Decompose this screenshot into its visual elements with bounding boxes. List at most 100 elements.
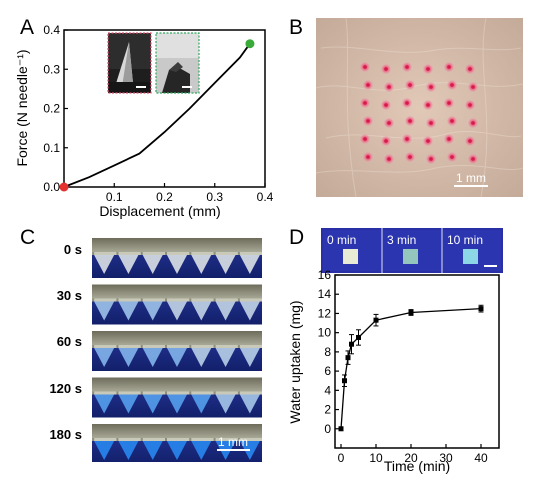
- insertion-site-core: [468, 139, 472, 143]
- data-point: [408, 309, 414, 315]
- insertion-site-core: [450, 155, 454, 159]
- needle-tip: [191, 348, 212, 367]
- needle-tip: [167, 348, 187, 367]
- needle-tip: [215, 348, 236, 367]
- panel-a-y-axis-title: Force (N needle⁻¹): [14, 49, 30, 166]
- frame-label-60s: 60 s: [56, 334, 82, 349]
- insertion-site-core: [471, 121, 475, 125]
- insertion-site-core: [384, 103, 388, 107]
- needle-tip: [167, 255, 187, 274]
- panel-d-ticks: [335, 274, 482, 448]
- insertion-site-core: [450, 83, 454, 87]
- data-point: [478, 306, 484, 312]
- thumbnail-label-0min: 0 min: [327, 233, 356, 247]
- diffusion-frame: [92, 377, 262, 418]
- hydrogel-swatch-10min: [463, 249, 478, 264]
- needle-tip: [118, 394, 139, 414]
- y-tick-label: 0.0: [43, 180, 60, 194]
- x-tick-label: 0.2: [156, 190, 173, 204]
- panel-a-tick-labels: 0.1 0.2 0.3 0.4 0.0 0.1 0.2 0.3 0.4: [43, 23, 273, 204]
- diffusion-frame: [92, 284, 262, 325]
- needle-tip: [142, 394, 163, 414]
- y-tick-label: 0.1: [43, 141, 60, 155]
- needle-tip: [239, 394, 260, 414]
- y-tick-label: 0.2: [43, 102, 60, 116]
- y-tick-label: 0: [324, 422, 331, 436]
- needle-tip: [167, 441, 187, 460]
- water-uptake-error-bars: [338, 304, 484, 431]
- insertion-site-core: [408, 83, 412, 87]
- panel-a-letter: A: [20, 16, 35, 39]
- needle-tip: [239, 301, 260, 321]
- panel-a-ticks: [64, 29, 266, 188]
- needle-tip: [191, 301, 212, 321]
- needle-tip: [239, 255, 260, 274]
- insertion-site-core: [387, 121, 391, 125]
- data-point: [342, 378, 347, 384]
- y-tick-label: 0.4: [43, 23, 60, 37]
- panel-d-x-axis-title: Time (min): [384, 458, 450, 474]
- needle-tip: [167, 301, 187, 321]
- panel-b-letter: B: [289, 16, 304, 39]
- insertion-site-core: [429, 157, 433, 161]
- insertion-site-core: [384, 139, 388, 143]
- needle-tip: [215, 255, 236, 274]
- insertion-site-core: [429, 85, 433, 89]
- y-tick-label: 8: [324, 345, 331, 359]
- x-tick-label: 20: [404, 451, 418, 465]
- panel-d-tick-labels: 0 10 20 30 40 0 2 4 6 8 10 12 14 16: [318, 270, 488, 465]
- insertion-site-core: [363, 101, 367, 105]
- needle-tip: [191, 255, 212, 274]
- insertion-site-core: [447, 137, 451, 141]
- y-tick-label: 4: [324, 383, 331, 397]
- y-tick-label: 10: [318, 326, 332, 340]
- y-tick-label: 2: [324, 403, 331, 417]
- insertion-site-core: [408, 119, 412, 123]
- insertion-site-core: [408, 155, 412, 159]
- insertion-site-core: [405, 101, 409, 105]
- needle-tip: [94, 394, 115, 414]
- inset-needle-before: [107, 32, 152, 94]
- data-point: [338, 426, 344, 432]
- x-tick-label: 0.3: [206, 190, 223, 204]
- insertion-site-core: [447, 101, 451, 105]
- start-point-marker: [59, 182, 69, 192]
- insertion-site-core: [468, 67, 472, 71]
- needle-tip: [191, 394, 212, 414]
- needle-tip: [142, 348, 163, 367]
- panel-d-y-axis-title: Water uptaken (mg): [287, 300, 303, 423]
- y-tick-label: 12: [318, 306, 332, 320]
- diffusion-frame: [92, 238, 262, 278]
- insertion-site-core: [471, 157, 475, 161]
- x-tick-label: 10: [369, 451, 383, 465]
- insertion-site-core: [366, 155, 370, 159]
- microneedle-insertion-array: [359, 61, 479, 165]
- insertion-site-core: [405, 65, 409, 69]
- needle-tip: [94, 301, 115, 321]
- needle-tip: [94, 255, 115, 274]
- insertion-site-core: [387, 85, 391, 89]
- data-point: [356, 334, 361, 340]
- panel-d-letter: D: [289, 226, 305, 249]
- panel-d-chart: 0 10 20 30 40 0 2 4 6 8 10 12 14 16 Time (min) Water …: [287, 270, 500, 474]
- insertion-site-core: [366, 83, 370, 87]
- water-uptake-points: [338, 306, 484, 432]
- panel-c-scale-label: 1 mm: [218, 435, 248, 449]
- panel-a-x-axis-title: Displacement (mm): [99, 203, 220, 219]
- insertion-site-core: [468, 103, 472, 107]
- insertion-site-core: [429, 121, 433, 125]
- panel-b-scale-label: 1 mm: [456, 171, 486, 185]
- insertion-site-core: [363, 65, 367, 69]
- insertion-site-core: [471, 85, 475, 89]
- diffusion-frame: [92, 424, 262, 462]
- needle-tip: [118, 301, 139, 321]
- hydrogel-swatch-0min: [343, 249, 358, 264]
- needle-tip: [239, 348, 260, 367]
- thumbnail-label-10min: 10 min: [447, 233, 483, 247]
- y-tick-label: 14: [318, 287, 332, 301]
- x-tick-label: 0.4: [257, 190, 274, 204]
- diffusion-frame: [92, 331, 262, 371]
- insertion-site-core: [450, 119, 454, 123]
- needle-tip: [118, 348, 139, 367]
